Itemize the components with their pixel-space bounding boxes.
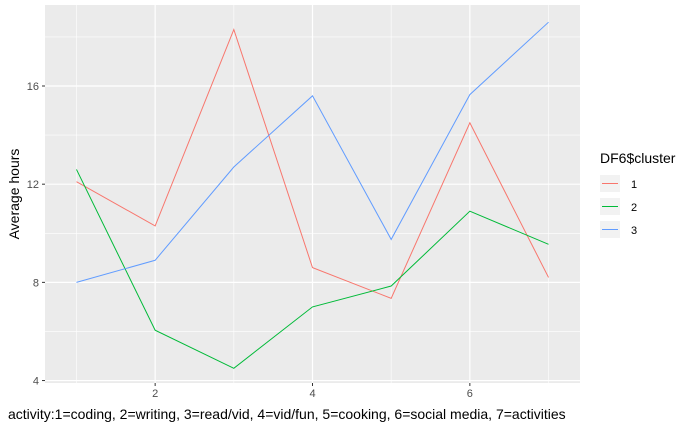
x-axis-title: activity:1=coding, 2=writing, 3=read/vid… — [8, 406, 566, 422]
tick-labels: 2 4 6 4 8 12 16 — [27, 81, 473, 400]
series-line-3 — [76, 21, 549, 283]
y-tick-label: 12 — [27, 179, 39, 191]
series-line-2 — [76, 169, 549, 369]
legend-label: 1 — [631, 179, 637, 191]
x-tick-label: 6 — [467, 388, 473, 400]
y-axis-title: Average hours — [6, 149, 22, 240]
legend-label: 2 — [631, 202, 637, 214]
y-tick-label: 4 — [33, 376, 39, 388]
legend-title: DF6$cluster — [600, 150, 676, 166]
series-lines — [76, 21, 549, 369]
legend-label: 3 — [631, 225, 637, 237]
axis-ticks — [42, 85, 471, 386]
series-line-1 — [76, 28, 549, 299]
x-tick-label: 2 — [152, 388, 158, 400]
legend: DF6$cluster 1 2 3 — [600, 150, 676, 238]
x-tick-label: 4 — [309, 388, 315, 400]
y-tick-label: 8 — [33, 277, 39, 289]
legend-items: 1 2 3 — [600, 175, 637, 238]
major-gridlines — [45, 5, 580, 383]
y-tick-label: 16 — [27, 81, 39, 93]
